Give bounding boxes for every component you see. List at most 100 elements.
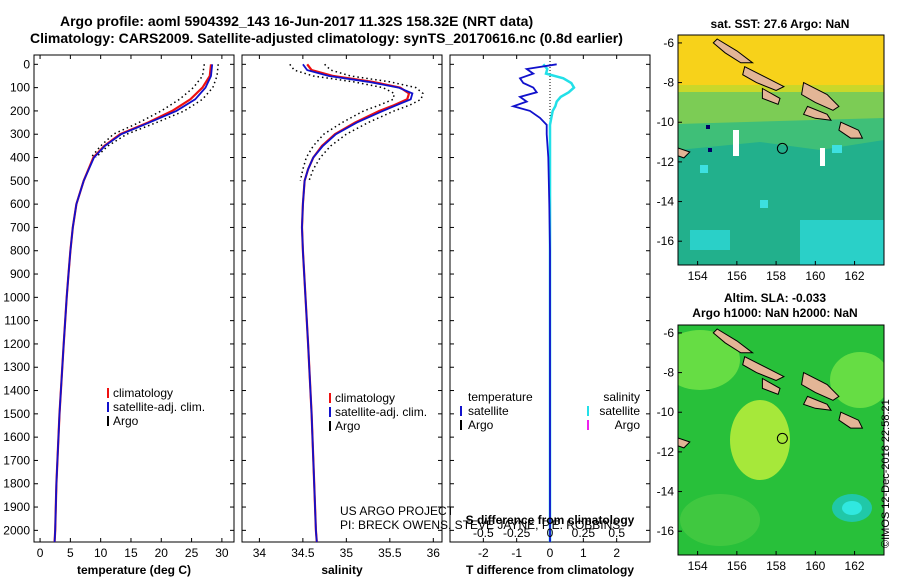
- credit-line-1: US ARGO PROJECT: [340, 504, 455, 518]
- temperature-profile-ytick-label: 300: [10, 127, 30, 141]
- sst-map-field: [678, 35, 884, 265]
- sla-map-xtick-label: 162: [845, 559, 865, 573]
- sal-legend-label: satellite-adj. clim.: [335, 405, 427, 419]
- sst-map-island: [678, 147, 691, 159]
- sst-map-xtick-label: 158: [766, 269, 786, 283]
- temperature-profile-ytick-label: 600: [10, 197, 30, 211]
- diff-xtick-top-label: 0.5: [608, 526, 625, 540]
- sla-map-xtick-label: 154: [688, 559, 708, 573]
- temperature-profile-ytick-label: 1400: [3, 384, 30, 398]
- sla-map-frame: [677, 324, 885, 556]
- diff-legend-right-label: satellite: [599, 404, 640, 418]
- salinity-profile-xtick-label: 35: [340, 546, 354, 560]
- temperature-profile-ytick-label: 800: [10, 244, 30, 258]
- sst-map-island: [801, 81, 840, 111]
- temperature-profile-ytick-label: 200: [10, 104, 30, 118]
- temp-legend-label: satellite-adj. clim.: [113, 400, 205, 414]
- sst-map-ytick-label: -8: [663, 76, 674, 90]
- diff-legend-right-title: salinity: [603, 390, 640, 404]
- sst-map-island: [838, 121, 864, 139]
- sst-map-ytick-label: -6: [663, 36, 674, 50]
- sst-map-island: [802, 105, 833, 121]
- sal-climatology-line: [300, 63, 411, 542]
- sst-map-argo-marker: [776, 142, 788, 154]
- sla-map-ytick-label: -12: [657, 445, 675, 459]
- sst-map-xtick-label: 154: [688, 269, 708, 283]
- title-line-1: Argo profile: aoml 5904392_143 16-Jun-20…: [60, 13, 534, 29]
- sla-map-island: [742, 355, 786, 382]
- sla-map-ytick-label: -10: [657, 405, 675, 419]
- temperature-profile-ytick-label: 1600: [3, 430, 30, 444]
- sla-map-field: [678, 325, 884, 555]
- sla-map-ytick-label: -16: [657, 524, 675, 538]
- sst-map-xtick-label: 156: [727, 269, 747, 283]
- sla-map-island: [712, 328, 755, 354]
- sla-map-island: [801, 371, 840, 401]
- sst-map-frame: [677, 34, 885, 266]
- salinity-profile-frame: [241, 54, 443, 543]
- sla-map-argo-marker: [776, 432, 788, 444]
- temperature-profile-xtick-label: 15: [124, 546, 138, 560]
- diff-xtick-top-label: 0: [547, 526, 554, 540]
- sst-map-land: [678, 38, 864, 159]
- sal-legend-label: climatology: [335, 391, 395, 405]
- sst-map-ytick-label: -12: [657, 155, 675, 169]
- sst-map-ytick-label: -14: [657, 195, 675, 209]
- sla-map-title-line-1: Altim. SLA: -0.033: [724, 291, 826, 305]
- temp-satellite-line: [53, 64, 214, 542]
- temperature-profile-ytick-label: 400: [10, 151, 30, 165]
- diff-xtick-top-label: -0.25: [503, 526, 531, 540]
- temperature-profile-frame: [33, 54, 235, 543]
- salinity-profile-xlabel: salinity: [321, 563, 363, 577]
- sst-map-ytick-label: -10: [657, 115, 675, 129]
- diff-xtick-top-label: -0.5: [473, 526, 494, 540]
- temp-legend-label: Argo: [113, 414, 139, 428]
- sla-map-island: [802, 395, 833, 411]
- sal-satellite-line: [301, 63, 414, 542]
- sal-legend-label: Argo: [335, 419, 361, 433]
- difference-profile-xtick-label: 0: [547, 546, 554, 560]
- temperature-profile-ytick-label: 1200: [3, 337, 30, 351]
- sst-map-xtick-label: 162: [845, 269, 865, 283]
- temperature-profile-ytick-label: 900: [10, 267, 30, 281]
- temperature-profile-xtick-label: 20: [155, 546, 169, 560]
- sla-map-island: [761, 377, 781, 396]
- temp-range-upper: [95, 64, 219, 159]
- sla-map-xtick-label: 158: [766, 559, 786, 573]
- diff-legend-right-label: Argo: [615, 418, 641, 432]
- temperature-profile-ytick-label: 2000: [3, 523, 30, 537]
- diff-salinity-satellite-line: [542, 63, 576, 542]
- salinity-profile-xtick-label: 36: [427, 546, 441, 560]
- sst-map-title: sat. SST: 27.6 Argo: NaN: [711, 17, 850, 31]
- sst-map-island: [712, 38, 755, 64]
- difference-profile-xtick-label: 1: [580, 546, 587, 560]
- diff-legend-left-label: satellite: [468, 404, 509, 418]
- diff-xlabel-top: S difference from climatology: [466, 513, 635, 527]
- temperature-profile-ytick-label: 700: [10, 220, 30, 234]
- difference-profile-xtick-label: -1: [511, 546, 522, 560]
- temperature-profile-ytick-label: 1100: [4, 314, 30, 328]
- temperature-profile-xtick-label: 0: [37, 546, 44, 560]
- temp-legend-label: climatology: [113, 386, 173, 400]
- temperature-profile-xtick-label: 5: [67, 546, 74, 560]
- temperature-profile-ytick-label: 1800: [3, 477, 30, 491]
- difference-profile-xtick-label: 2: [613, 546, 620, 560]
- sla-map-ytick-label: -14: [657, 485, 675, 499]
- temperature-profile-xtick-label: 10: [94, 546, 108, 560]
- temperature-profile-xtick-label: 25: [185, 546, 199, 560]
- diff-xtick-top-label: 0.25: [572, 526, 596, 540]
- temperature-profile-ytick-label: 1500: [3, 407, 30, 421]
- temperature-profile-ytick-label: 1700: [3, 453, 30, 467]
- temperature-profile-xlabel: temperature (deg C): [77, 563, 191, 577]
- sla-map-island: [838, 411, 864, 429]
- temp-range-lower: [90, 64, 206, 158]
- salinity-profile-xtick-label: 34.5: [291, 546, 315, 560]
- diff-legend-left-title: temperature: [468, 390, 533, 404]
- sla-map-xtick-label: 156: [727, 559, 747, 573]
- timestamp-stamp: ©IMOS 12-Dec-2018 22:58:21: [880, 399, 892, 548]
- temperature-profile-ytick-label: 1000: [3, 290, 30, 304]
- difference-profile-xtick-label: -2: [478, 546, 489, 560]
- sla-map-title-line-2: Argo h1000: NaN h2000: NaN: [692, 306, 857, 320]
- temperature-profile-ytick-label: 100: [10, 81, 30, 95]
